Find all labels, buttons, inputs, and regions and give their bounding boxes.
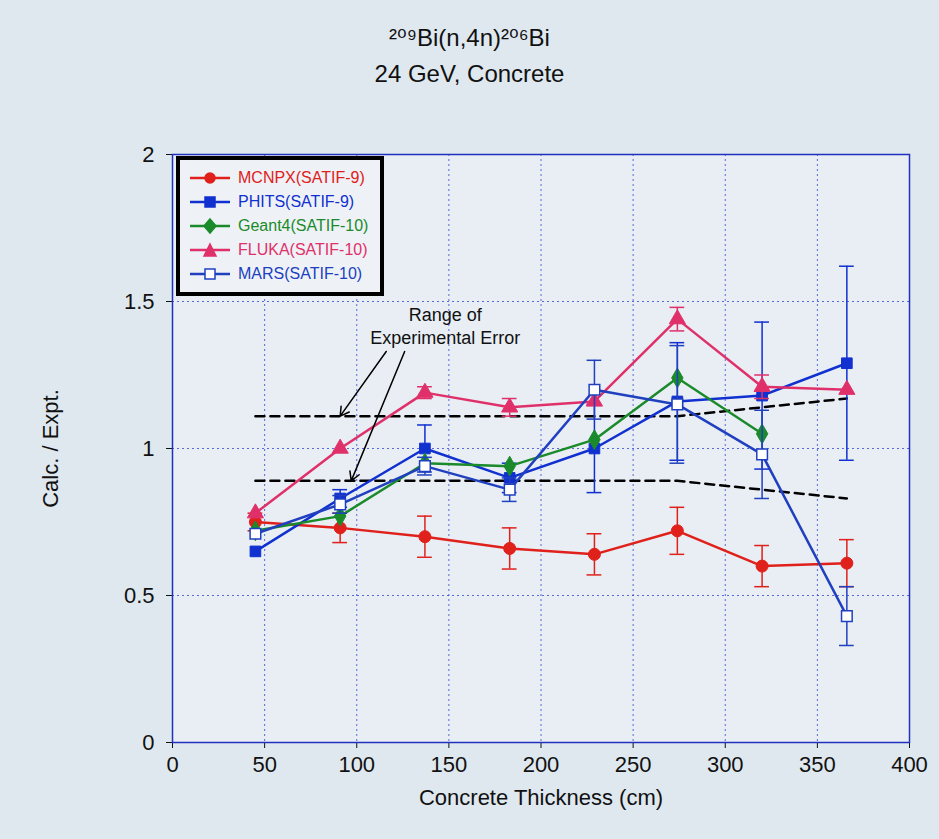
html-text:MARS(SATIF-10): MARS(SATIF-10): [238, 265, 363, 282]
svg-text:50: 50: [252, 752, 276, 777]
html-text:PHITS(SATIF-9): PHITS(SATIF-9): [238, 193, 355, 210]
html-text:24 GeV, Concrete: 24 GeV, Concrete: [374, 60, 565, 87]
svg-text:250: 250: [615, 752, 652, 777]
svg-text:350: 350: [799, 752, 836, 777]
html-text:FLUKA(SATIF-10): FLUKA(SATIF-10): [238, 241, 368, 258]
svg-text:150: 150: [431, 752, 468, 777]
svg-text:200: 200: [523, 752, 560, 777]
svg-text:Range ofExperimental Error: Range ofExperimental Error: [370, 305, 520, 348]
html-text:²⁰⁹Bi(n,4n)²⁰⁶Bi: ²⁰⁹Bi(n,4n)²⁰⁶Bi: [389, 24, 550, 51]
svg-text:2: 2: [142, 142, 154, 167]
svg-text:0.5: 0.5: [124, 583, 155, 608]
html-text:MCNPX(SATIF-9): MCNPX(SATIF-9): [238, 169, 365, 186]
svg-text:0: 0: [166, 752, 178, 777]
svg-text:300: 300: [707, 752, 744, 777]
svg-text:1.5: 1.5: [124, 289, 155, 314]
svg-text:Concrete Thickness (cm): Concrete Thickness (cm): [419, 785, 663, 810]
svg-text:100: 100: [338, 752, 375, 777]
svg-text:Calc. / Expt.: Calc. / Expt.: [38, 389, 63, 508]
svg-text:0: 0: [142, 730, 154, 755]
svg-text:400: 400: [891, 752, 928, 777]
html-text:Geant4(SATIF-10): Geant4(SATIF-10): [238, 217, 369, 234]
svg-text:1: 1: [142, 436, 154, 461]
